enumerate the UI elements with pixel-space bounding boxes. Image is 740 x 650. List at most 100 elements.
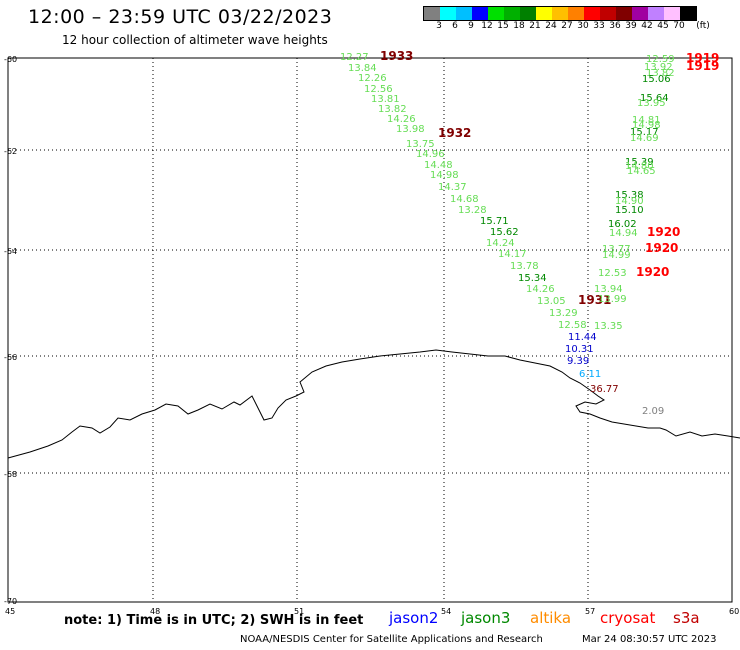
legend-tick-label: 33 <box>593 21 605 31</box>
satellite-legend-s3a: s3a <box>673 609 700 627</box>
longitude-label: 57 <box>585 607 595 616</box>
legend-swatch <box>632 7 648 20</box>
wave-height-value: 15.62 <box>490 227 519 238</box>
satellite-legend-jason2: jason2 <box>389 609 439 627</box>
legend-swatch <box>600 7 616 20</box>
pass-id-label: 1933 <box>380 49 413 63</box>
wave-height-value: 14.69 <box>630 133 659 144</box>
legend-swatch <box>424 7 440 20</box>
satellite-pass: 193312.2713.8412.2612.5613.8113.8214.261… <box>340 49 435 150</box>
legend-tick-label: 9 <box>468 21 474 31</box>
legend-swatch <box>584 7 600 20</box>
color-scale-legend <box>423 6 697 21</box>
satellite-legend-altika: altika <box>530 609 572 627</box>
satellite-legend-jason3: jason3 <box>461 609 511 627</box>
legend-tick-label: 27 <box>561 21 573 31</box>
wave-height-value: 14.96 <box>416 149 445 160</box>
latitude-label: -60 <box>4 55 17 64</box>
wave-height-value: 14.37 <box>438 182 467 193</box>
antarctic-coastline <box>7 349 740 459</box>
wave-height-value: 13.81 <box>371 94 400 105</box>
legend-swatch <box>680 7 696 20</box>
wave-height-value: 14.68 <box>450 194 479 205</box>
wave-height-value: 14.98 <box>430 170 459 181</box>
generated-timestamp: Mar 24 08:30:57 UTC 2023 <box>582 634 717 645</box>
wave-height-value: 2.09 <box>642 406 664 417</box>
legend-tick-label: 15 <box>497 21 509 31</box>
wave-height-value: 14.17 <box>498 249 527 260</box>
legend-swatch <box>520 7 536 20</box>
footer-note: note: 1) Time is in UTC; 2) SWH is in fe… <box>64 613 364 628</box>
legend-tick-label: 6 <box>452 21 458 31</box>
legend-swatch <box>440 7 456 20</box>
wave-height-value: 13.75 <box>406 139 435 150</box>
latitude-label: -68 <box>4 470 17 479</box>
wave-height-value: 13.98 <box>396 124 425 135</box>
latitude-label: -62 <box>4 147 17 156</box>
legend-tick-label: 30 <box>577 21 589 31</box>
wave-height-value: 13.84 <box>348 63 377 74</box>
wave-height-value: 13.77 <box>602 244 631 255</box>
wave-height-value: 10.31 <box>565 344 594 355</box>
legend-swatch <box>472 7 488 20</box>
wave-height-value: 13.82 <box>646 68 675 79</box>
satellite-legend-cryosat: cryosat <box>600 609 656 627</box>
legend-tick-label: 12 <box>481 21 493 31</box>
wave-height-tracks: 193312.2713.8412.2612.5613.8113.8214.261… <box>340 49 719 417</box>
pass-id-label: 1919 <box>686 59 719 73</box>
wave-height-value: 12.58 <box>558 320 587 331</box>
legend-tick-label: 18 <box>513 21 525 31</box>
longitude-label: 48 <box>150 607 160 616</box>
legend-swatch <box>616 7 632 20</box>
longitude-label: 60 <box>729 607 739 616</box>
pass-id-label: 1920 <box>645 241 678 255</box>
wave-height-value: 15.34 <box>518 273 547 284</box>
wave-height-value: 15.39 <box>625 157 654 168</box>
wave-height-value: 13.29 <box>549 308 578 319</box>
wave-height-value: 14.81 <box>632 115 661 126</box>
legend-swatch <box>456 7 472 20</box>
pass-id-label: 1920 <box>647 225 680 239</box>
legend-swatch <box>536 7 552 20</box>
pass-id-label: 1920 <box>636 265 669 279</box>
wave-height-value: 15.10 <box>615 205 644 216</box>
wave-height-value: 13.94 <box>594 284 623 295</box>
map-subtitle: 12 hour collection of altimeter wave hei… <box>62 33 328 47</box>
legend-swatch <box>552 7 568 20</box>
wave-height-value: 14.80 <box>625 161 654 172</box>
wave-height-value: 13.99 <box>598 294 627 305</box>
wave-height-value: 14.99 <box>602 250 631 261</box>
wave-height-value: 15.64 <box>640 93 669 104</box>
wave-height-value: 15.17 <box>630 127 659 138</box>
wave-height-value: 12.59 <box>646 54 675 65</box>
wave-height-value: 36.77 <box>590 384 619 395</box>
wave-height-value: 16.02 <box>608 219 637 230</box>
legend-tick-label: 45 <box>657 21 669 31</box>
legend-tick-label: 3 <box>436 21 442 31</box>
wave-height-value: 14.94 <box>609 228 638 239</box>
wave-height-value: 13.92 <box>644 62 673 73</box>
map-title: 12:00 – 23:59 UTC 03/22/2023 <box>28 6 333 28</box>
wave-height-value: 12.27 <box>340 52 369 63</box>
longitude-label: 54 <box>441 607 451 616</box>
wave-height-value: 14.98 <box>632 120 661 131</box>
wave-height-value: 12.53 <box>598 268 627 279</box>
legend-swatch <box>488 7 504 20</box>
longitude-label: 51 <box>294 607 304 616</box>
wave-height-value: 11.44 <box>568 332 597 343</box>
legend-tick-label: 21 <box>529 21 541 31</box>
satellite-pass: 193214.9614.4814.9814.3714.6813.2815.711… <box>416 126 587 331</box>
latitude-label: -70 <box>4 597 17 606</box>
pass-id-label: 1932 <box>438 126 471 140</box>
wave-height-value: 12.26 <box>358 73 387 84</box>
wave-height-value: 14.48 <box>424 160 453 171</box>
longitude-label: 45 <box>5 607 15 616</box>
wave-height-value: 14.26 <box>387 114 416 125</box>
plot-frame <box>7 57 733 603</box>
wave-height-value: 15.38 <box>615 190 644 201</box>
wave-height-value: 14.24 <box>486 238 515 249</box>
pass-id-label: 1931 <box>578 293 611 307</box>
